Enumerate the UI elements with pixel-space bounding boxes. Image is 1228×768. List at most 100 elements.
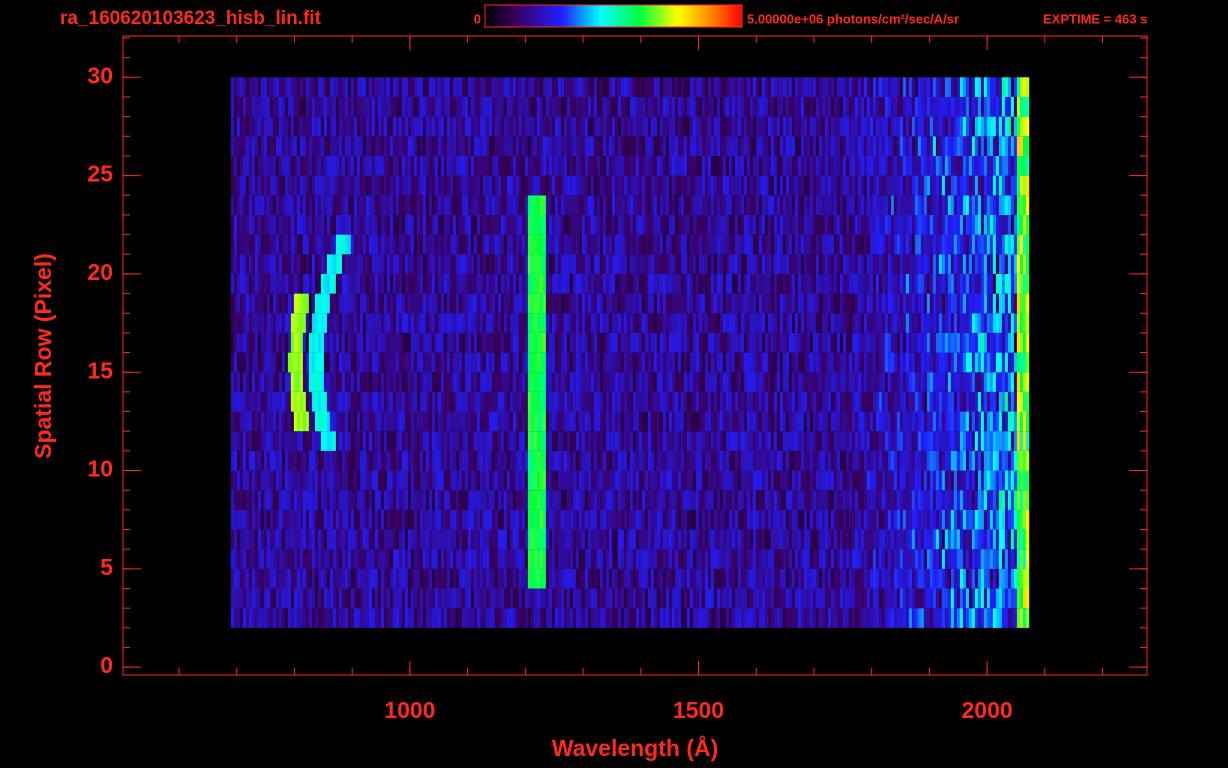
- image-pixel: [836, 293, 841, 314]
- image-pixel: [776, 411, 781, 432]
- image-pixel: [767, 588, 772, 609]
- image-pixel: [488, 529, 493, 550]
- image-pixel: [323, 273, 328, 294]
- image-pixel: [329, 352, 334, 373]
- image-pixel: [398, 273, 403, 294]
- image-pixel: [779, 608, 784, 628]
- image-pixel: [677, 450, 682, 471]
- image-pixel: [932, 568, 937, 589]
- image-pixel: [470, 490, 475, 510]
- image-pixel: [362, 273, 367, 294]
- image-pixel: [251, 431, 256, 451]
- image-pixel: [911, 549, 916, 569]
- image-pixel: [695, 568, 700, 589]
- image-pixel: [803, 372, 808, 392]
- image-pixel: [914, 450, 919, 471]
- image-pixel: [671, 568, 676, 589]
- image-pixel: [413, 529, 418, 550]
- image-pixel: [971, 273, 976, 294]
- image-pixel: [812, 509, 817, 530]
- image-pixel: [755, 529, 760, 550]
- image-pixel: [812, 411, 817, 432]
- image-pixel: [317, 254, 322, 274]
- image-pixel: [368, 313, 373, 333]
- image-pixel: [869, 490, 874, 510]
- image-pixel: [986, 450, 991, 471]
- image-pixel: [533, 549, 538, 569]
- image-pixel: [863, 568, 868, 589]
- image-pixel: [701, 608, 706, 628]
- image-pixel: [446, 391, 451, 412]
- image-pixel: [500, 450, 505, 471]
- image-pixel: [932, 352, 937, 373]
- image-pixel: [449, 529, 454, 550]
- image-pixel: [659, 490, 664, 510]
- image-pixel: [338, 332, 343, 353]
- image-pixel: [395, 470, 400, 491]
- image-pixel: [746, 352, 751, 373]
- image-pixel: [773, 549, 778, 569]
- image-pixel: [347, 490, 352, 510]
- image-pixel: [542, 529, 547, 550]
- image-pixel: [956, 431, 961, 451]
- image-pixel: [635, 450, 640, 471]
- image-pixel: [515, 588, 520, 609]
- image-pixel: [635, 332, 640, 353]
- image-pixel: [797, 352, 802, 373]
- image-pixel: [671, 411, 676, 432]
- image-pixel: [458, 372, 463, 392]
- image-pixel: [581, 568, 586, 589]
- image-pixel: [629, 588, 634, 609]
- image-pixel: [911, 273, 916, 294]
- image-pixel: [731, 391, 736, 412]
- image-pixel: [671, 391, 676, 412]
- image-pixel: [470, 372, 475, 392]
- image-pixel: [488, 352, 493, 373]
- image-pixel: [629, 431, 634, 451]
- image-pixel: [884, 509, 889, 530]
- image-pixel: [998, 391, 1003, 412]
- image-pixel: [1025, 391, 1030, 412]
- image-pixel: [368, 588, 373, 609]
- image-pixel: [905, 450, 910, 471]
- image-pixel: [650, 470, 655, 491]
- image-pixel: [908, 352, 913, 373]
- image-pixel: [827, 509, 832, 530]
- image-pixel: [674, 431, 679, 451]
- image-pixel: [341, 332, 346, 353]
- image-pixel: [323, 588, 328, 609]
- image-pixel: [725, 411, 730, 432]
- image-pixel: [773, 332, 778, 353]
- image-pixel: [830, 391, 835, 412]
- image-pixel: [902, 293, 907, 314]
- image-pixel: [344, 391, 349, 412]
- image-pixel: [950, 293, 955, 314]
- image-pixel: [422, 509, 427, 530]
- image-pixel: [494, 332, 499, 353]
- image-pixel: [461, 450, 466, 471]
- image-pixel: [416, 490, 421, 510]
- image-pixel: [971, 549, 976, 569]
- image-pixel: [341, 411, 346, 432]
- image-pixel: [596, 411, 601, 432]
- image-pixel: [788, 352, 793, 373]
- image-pixel: [563, 411, 568, 432]
- image-pixel: [392, 372, 397, 392]
- image-pixel: [788, 608, 793, 628]
- image-pixel: [944, 529, 949, 550]
- image-pixel: [446, 549, 451, 569]
- image-pixel: [437, 470, 442, 491]
- image-pixel: [293, 254, 298, 274]
- image-pixel: [401, 372, 406, 392]
- image-pixel: [1007, 313, 1012, 333]
- image-pixel: [959, 372, 964, 392]
- image-pixel: [302, 391, 307, 412]
- image-pixel: [1025, 568, 1030, 589]
- image-pixel: [965, 293, 970, 314]
- image-pixel: [548, 372, 553, 392]
- image-pixel: [305, 549, 310, 569]
- image-pixel: [932, 509, 937, 530]
- image-pixel: [437, 549, 442, 569]
- image-pixel: [293, 391, 298, 412]
- image-pixel: [797, 549, 802, 569]
